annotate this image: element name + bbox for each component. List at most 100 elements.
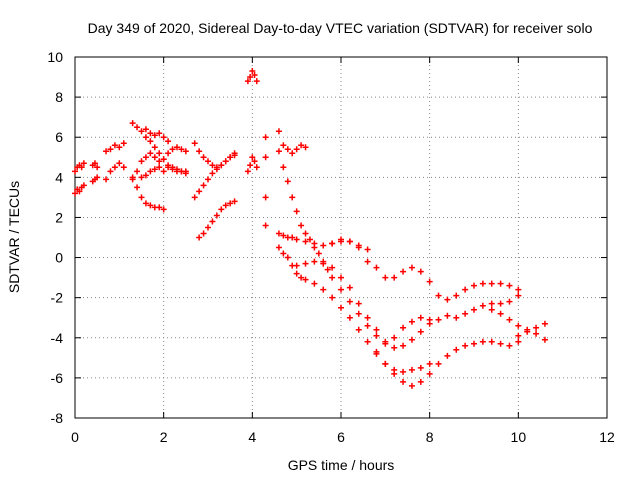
data-point [169, 146, 176, 153]
y-tick-label: 8 [55, 89, 63, 105]
series-arc-6 [103, 140, 127, 155]
data-point [165, 164, 172, 171]
data-point [426, 370, 433, 377]
series-arc-23 [329, 236, 522, 303]
data-point [78, 164, 85, 171]
series-arc-2 [72, 160, 87, 175]
data-point [275, 244, 282, 251]
data-point [244, 78, 251, 85]
data-point [400, 368, 407, 375]
data-point [147, 138, 154, 145]
series-arc-10 [138, 164, 189, 181]
data-point [182, 148, 189, 155]
data-point [249, 68, 256, 75]
data-point [227, 154, 234, 161]
data-point [533, 324, 540, 331]
data-point [138, 174, 145, 181]
data-point [355, 244, 362, 251]
data-point [103, 176, 110, 183]
data-point [107, 146, 114, 153]
data-point [251, 158, 258, 165]
data-point [142, 172, 149, 179]
data-point [227, 200, 234, 207]
series-arc-16 [244, 154, 260, 175]
data-point [111, 142, 118, 149]
x-tick-label: 6 [337, 429, 345, 445]
data-point [151, 144, 158, 151]
data-point [222, 202, 229, 209]
data-point [138, 158, 145, 165]
data-point [160, 156, 167, 163]
data-point [116, 144, 123, 151]
data-point [302, 144, 309, 151]
data-point [373, 332, 380, 339]
data-point [417, 314, 424, 321]
series-arc-5 [103, 160, 127, 183]
data-point [247, 74, 254, 81]
data-point [160, 134, 167, 141]
data-point [497, 300, 504, 307]
data-point [426, 360, 433, 367]
data-point [169, 166, 176, 173]
data-point [298, 142, 305, 149]
data-point [284, 146, 291, 153]
data-point [142, 200, 149, 207]
data-point [506, 316, 513, 323]
data-point [479, 280, 486, 287]
data-point [253, 164, 260, 171]
data-point [262, 134, 269, 141]
data-point [382, 338, 389, 345]
data-point [209, 170, 216, 177]
series-arc-14 [196, 198, 238, 241]
data-point [408, 382, 415, 389]
data-point [231, 198, 238, 205]
data-point [400, 324, 407, 331]
data-point [329, 264, 336, 271]
data-point [191, 140, 198, 147]
data-point [80, 182, 87, 189]
y-tick-label: 0 [55, 250, 63, 266]
data-point [284, 178, 291, 185]
data-point [471, 282, 477, 289]
data-point [142, 134, 149, 141]
data-point [120, 140, 127, 147]
data-point [244, 168, 251, 175]
data-point [218, 162, 225, 169]
data-point [324, 266, 331, 273]
data-point [72, 168, 78, 175]
series-arc-7 [129, 144, 189, 181]
data-point [471, 340, 477, 347]
data-point [200, 230, 207, 237]
data-point [134, 184, 141, 191]
data-point [134, 124, 141, 131]
data-point [417, 378, 424, 385]
data-point [178, 168, 185, 175]
data-point [338, 274, 344, 281]
series-arc-20 [275, 148, 433, 347]
data-point [275, 230, 282, 237]
data-point [506, 298, 513, 305]
data-point [506, 282, 513, 289]
data-point [293, 146, 300, 153]
data-point [147, 150, 154, 157]
data-point [147, 168, 154, 175]
data-point [247, 162, 254, 169]
data-point [94, 164, 101, 171]
data-point [280, 164, 287, 171]
data-point [373, 264, 380, 271]
data-point [218, 206, 225, 213]
data-point [488, 300, 495, 307]
data-point [251, 72, 258, 79]
data-point [444, 352, 451, 359]
data-point [497, 310, 504, 317]
data-point [488, 280, 495, 287]
data-point [479, 302, 486, 309]
series-arc-18 [275, 128, 309, 157]
data-point [205, 176, 211, 183]
data-point [213, 212, 220, 219]
data-point [391, 344, 398, 351]
data-point [329, 240, 336, 247]
data-point [382, 274, 389, 281]
data-point [444, 296, 451, 303]
